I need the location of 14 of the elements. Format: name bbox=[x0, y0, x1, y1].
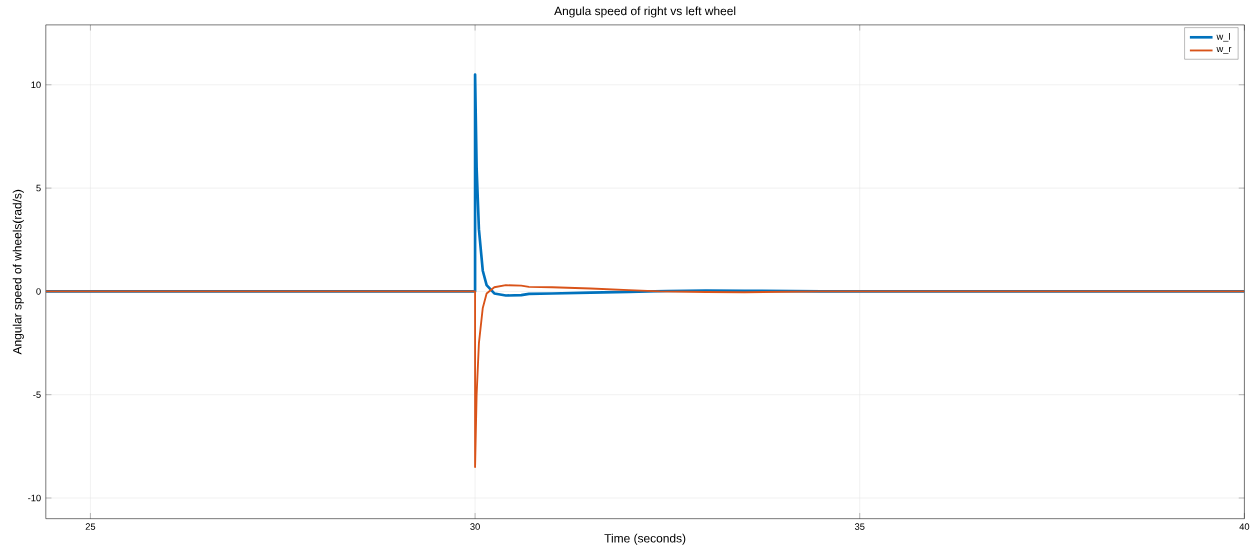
y-tick-label: -10 bbox=[28, 494, 41, 502]
y-tick-label: 5 bbox=[36, 185, 41, 192]
x-axis-title: Time (seconds) bbox=[604, 533, 686, 546]
y-axis-title: Angular speed of wheels(rad/s) bbox=[12, 190, 24, 355]
legend-label: w_l bbox=[1216, 33, 1230, 42]
y-tick-label: 0 bbox=[36, 288, 41, 295]
x-tick-label: 35 bbox=[854, 523, 865, 531]
y-tick-label: -5 bbox=[33, 391, 41, 399]
x-tick-label: 30 bbox=[470, 523, 480, 531]
chart-title: Angula speed of right vs left wheel bbox=[554, 6, 736, 18]
x-tick-label: 25 bbox=[85, 523, 96, 531]
y-tick-label: 10 bbox=[31, 81, 41, 89]
x-tick-label: 40 bbox=[1239, 523, 1250, 531]
legend-label: w_r bbox=[1216, 47, 1232, 55]
